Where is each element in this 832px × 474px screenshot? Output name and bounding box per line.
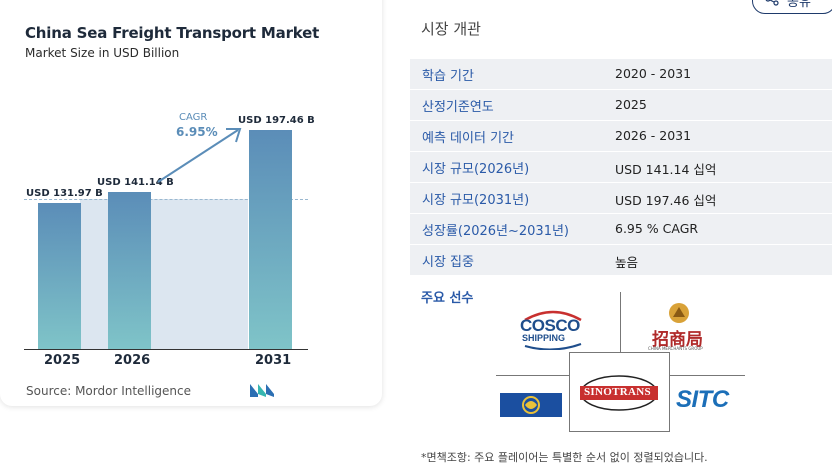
table-row: 시장 규모(2026년) USD 141.14 십억 bbox=[410, 152, 832, 183]
cagr-value: 6.95% bbox=[176, 125, 218, 139]
x-tick-label: 2025 bbox=[44, 353, 81, 368]
chart-title: China Sea Freight Transport Market bbox=[25, 24, 320, 42]
bar-value-label: USD 131.97 B bbox=[26, 188, 103, 199]
source-credit: Source: Mordor Intelligence bbox=[26, 384, 192, 398]
china-merchants-cn-text: 招商局 bbox=[652, 330, 703, 350]
row-key: 시장 집중 bbox=[422, 255, 474, 270]
grid-divider bbox=[670, 375, 745, 376]
row-key: 예측 데이터 기간 bbox=[422, 131, 514, 146]
share-label: 공유 bbox=[787, 0, 811, 10]
row-value: 6.95 % CAGR bbox=[615, 221, 699, 236]
china-merchants-en-text: CHINA MERCHANTS GROUP bbox=[648, 346, 703, 351]
grid-divider bbox=[620, 292, 621, 352]
bar-value-label: USD 141.14 B bbox=[97, 177, 174, 188]
row-key: 시장 규모(2031년) bbox=[422, 193, 530, 208]
table-row: 시장 집중 높음 bbox=[410, 245, 832, 276]
row-key: 학습 기간 bbox=[422, 69, 474, 84]
row-value: 2026 - 2031 bbox=[615, 128, 692, 143]
table-row: 예측 데이터 기간 2026 - 2031 bbox=[410, 121, 832, 152]
bar-value-label: USD 197.46 B bbox=[238, 115, 315, 126]
sinotrans-ring-icon bbox=[580, 375, 658, 411]
row-key: 산정기준연도 bbox=[422, 100, 494, 115]
grid-divider bbox=[496, 375, 569, 376]
table-row: 성장률(2026년~2031년) 6.95 % CAGR bbox=[410, 214, 832, 245]
share-button[interactable]: 공유 bbox=[752, 0, 832, 14]
reference-band bbox=[80, 199, 248, 349]
share-icon bbox=[765, 0, 779, 6]
china-merchants-logo: 招商局 CHINA MERCHANTS GROUP bbox=[648, 302, 712, 354]
cagr-label: CAGR bbox=[179, 112, 208, 123]
overview-table: 학습 기간 2020 - 2031 산정기준연도 2025 예측 데이터 기간 … bbox=[410, 59, 832, 276]
row-value: 2025 bbox=[615, 97, 647, 112]
sinotrans-text: SINOTRANS bbox=[584, 386, 651, 398]
bar-2031 bbox=[249, 130, 292, 349]
sinotrans-logo: SINOTRANS bbox=[578, 373, 660, 413]
row-value: 2020 - 2031 bbox=[615, 66, 692, 81]
row-key: 성장률(2026년~2031년) bbox=[422, 224, 570, 239]
mordor-logo-icon bbox=[250, 384, 274, 397]
x-tick-label: 2031 bbox=[255, 353, 292, 368]
table-row: 시장 규모(2031년) USD 197.46 십억 bbox=[410, 183, 832, 214]
reference-line bbox=[24, 199, 308, 200]
cosco-text: COSCO bbox=[520, 316, 580, 335]
bar-2025 bbox=[38, 203, 81, 349]
table-row: 학습 기간 2020 - 2031 bbox=[410, 59, 832, 90]
china-merchants-emblem-icon bbox=[669, 303, 689, 323]
key-players-title: 주요 선수 bbox=[421, 291, 474, 306]
bar-2026 bbox=[108, 192, 151, 349]
swirl-emblem-icon bbox=[522, 396, 540, 414]
row-value: USD 141.14 십억 bbox=[615, 162, 717, 177]
row-value: USD 197.46 십억 bbox=[615, 193, 717, 208]
sitc-logo: SITC bbox=[676, 386, 729, 413]
row-value: 높음 bbox=[615, 255, 639, 270]
cosco-shipping-text: SHIPPING bbox=[522, 333, 566, 343]
x-axis-line bbox=[24, 349, 308, 350]
cosco-logo: COSCO SHIPPING bbox=[515, 306, 591, 350]
cosco-arc-icon bbox=[524, 310, 582, 350]
table-row: 산정기준연도 2025 bbox=[410, 90, 832, 121]
disclaimer-text: *면책조항: 주요 플레이어는 특별한 순서 없이 정렬되었습니다. bbox=[421, 451, 708, 464]
chart-subtitle: Market Size in USD Billion bbox=[25, 46, 180, 60]
row-key: 시장 규모(2026년) bbox=[422, 162, 530, 177]
carrier-logo bbox=[500, 393, 562, 417]
sinotrans-box bbox=[569, 352, 670, 432]
cagr-arrow bbox=[157, 128, 242, 183]
x-tick-label: 2026 bbox=[114, 353, 151, 368]
market-overview-title: 시장 개관 bbox=[421, 20, 481, 38]
